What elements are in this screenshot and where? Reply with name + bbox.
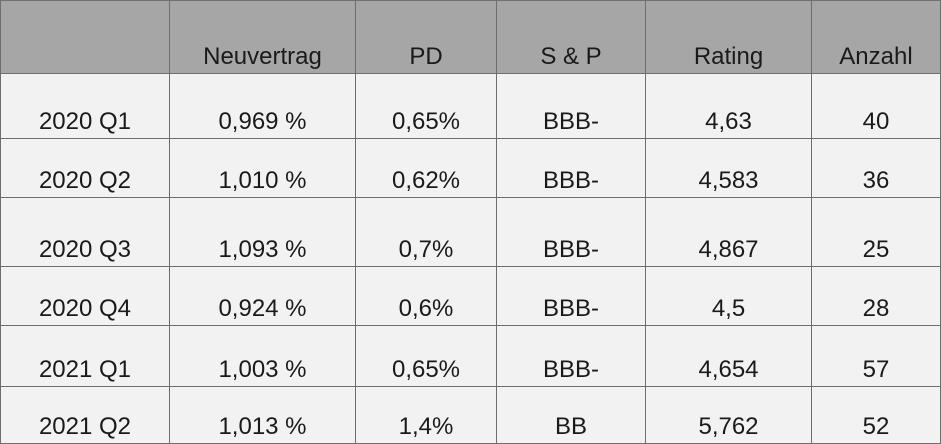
cell-anzahl: 40	[811, 73, 941, 139]
cell-pd: 0,65%	[355, 325, 497, 387]
cell-sp: BB	[496, 386, 646, 444]
cell-rating: 4,583	[645, 138, 812, 198]
table-row: 2020 Q3 1,093 % 0,7% BBB- 4,867 25	[0, 197, 941, 267]
header-rating: Rating	[645, 0, 812, 74]
cell-pd: 1,4%	[355, 386, 497, 444]
cell-anzahl: 52	[811, 386, 941, 444]
cell-rating: 4,654	[645, 325, 812, 387]
cell-neuvertrag: 1,010 %	[169, 138, 356, 198]
cell-rating: 4,5	[645, 266, 812, 326]
header-corner	[0, 0, 170, 74]
cell-anzahl: 25	[811, 197, 941, 267]
cell-sp: BBB-	[496, 197, 646, 267]
cell-neuvertrag: 0,969 %	[169, 73, 356, 139]
cell-sp: BBB-	[496, 73, 646, 139]
cell-pd: 0,7%	[355, 197, 497, 267]
cell-pd: 0,6%	[355, 266, 497, 326]
table-row: 2021 Q2 1,013 % 1,4% BB 5,762 52	[0, 386, 941, 444]
cell-sp: BBB-	[496, 325, 646, 387]
header-sp: S & P	[496, 0, 646, 74]
header-anzahl: Anzahl	[811, 0, 941, 74]
table-row: 2020 Q4 0,924 % 0,6% BBB- 4,5 28	[0, 266, 941, 326]
cell-rating: 5,762	[645, 386, 812, 444]
cell-period: 2020 Q4	[0, 266, 170, 326]
cell-period: 2021 Q1	[0, 325, 170, 387]
cell-rating: 4,867	[645, 197, 812, 267]
cell-pd: 0,62%	[355, 138, 497, 198]
cell-anzahl: 28	[811, 266, 941, 326]
header-row: Neuvertrag PD S & P Rating Anzahl	[0, 0, 941, 74]
cell-anzahl: 57	[811, 325, 941, 387]
cell-neuvertrag: 1,093 %	[169, 197, 356, 267]
cell-rating: 4,63	[645, 73, 812, 139]
cell-period: 2021 Q2	[0, 386, 170, 444]
cell-neuvertrag: 1,003 %	[169, 325, 356, 387]
table-row: 2020 Q2 1,010 % 0,62% BBB- 4,583 36	[0, 138, 941, 198]
table-row: 2020 Q1 0,969 % 0,65% BBB- 4,63 40	[0, 73, 941, 139]
cell-neuvertrag: 1,013 %	[169, 386, 356, 444]
cell-sp: BBB-	[496, 266, 646, 326]
header-neuvertrag: Neuvertrag	[169, 0, 356, 74]
cell-period: 2020 Q1	[0, 73, 170, 139]
cell-anzahl: 36	[811, 138, 941, 198]
header-pd: PD	[355, 0, 497, 74]
cell-sp: BBB-	[496, 138, 646, 198]
cell-neuvertrag: 0,924 %	[169, 266, 356, 326]
cell-pd: 0,65%	[355, 73, 497, 139]
cell-period: 2020 Q2	[0, 138, 170, 198]
table-row: 2021 Q1 1,003 % 0,65% BBB- 4,654 57	[0, 325, 941, 387]
cell-period: 2020 Q3	[0, 197, 170, 267]
